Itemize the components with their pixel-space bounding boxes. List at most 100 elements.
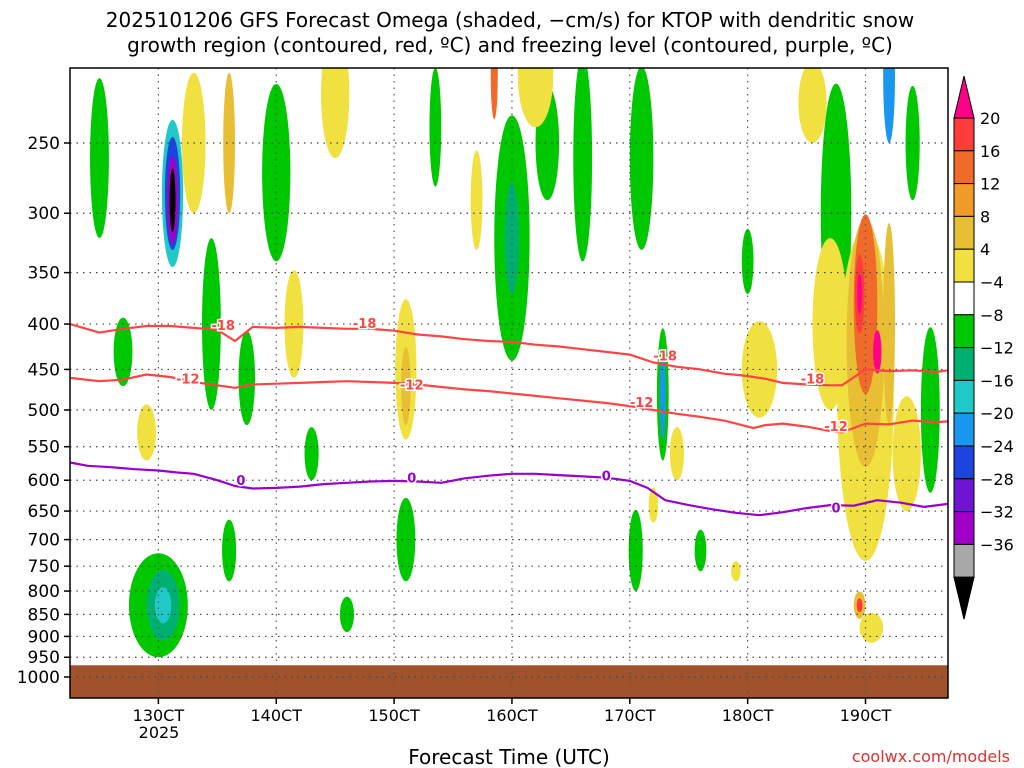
contour-line-1 <box>70 373 948 434</box>
colorbar-label-3: 8 <box>980 207 990 226</box>
colorbar-swatch-14 <box>953 543 975 578</box>
omega-region-14 <box>339 596 355 633</box>
omega-region-26 <box>741 228 754 295</box>
y-tick-label-550: 550 <box>28 438 60 458</box>
omega-region-52 <box>857 273 862 315</box>
colorbar-label-11: −28 <box>980 470 1014 489</box>
contour-label-0-1: -18 <box>353 317 377 332</box>
omega-region-30 <box>920 327 940 493</box>
contour-line-0 <box>70 322 948 387</box>
y-tick-label-300: 300 <box>28 204 60 224</box>
x-tick-label-1: 140CT <box>250 706 302 725</box>
colorbar-label-6: −8 <box>980 306 1004 325</box>
y-tick-label-500: 500 <box>28 401 60 421</box>
omega-region-53 <box>873 330 882 374</box>
colorbar-swatch-11 <box>953 445 975 480</box>
contour-label-2-0: 0 <box>236 474 245 489</box>
omega-region-9 <box>201 238 221 410</box>
y-tick-label-800: 800 <box>28 582 60 602</box>
colorbar-swatch-8 <box>953 347 975 381</box>
x-tick-label-5: 180CT <box>722 706 774 725</box>
x-axis-title: Forecast Time (UTC) <box>408 745 610 768</box>
colorbar-swatch-3 <box>953 183 975 217</box>
x-axis: 130CT 140CT 150CT 160CT 170CT 180CT 190CT <box>133 698 892 725</box>
omega-region-16 <box>429 68 442 187</box>
colorbar-label-8: −16 <box>980 371 1014 390</box>
omega-region-40 <box>517 68 554 128</box>
colorbar-label-10: −24 <box>980 437 1014 456</box>
colorbar: 20 16 12 8 4 −4 −8 −12 −16 −20 −24 −28 −32 −36 <box>953 75 1014 620</box>
omega-region-42 <box>669 427 685 481</box>
colorbar-label-0: 20 <box>980 109 1000 128</box>
omega-region-21 <box>629 68 654 250</box>
omega-region-20 <box>573 68 593 262</box>
omega-region-2 <box>154 587 172 624</box>
contour-lines: -18 -18 -18 -18 -12 -12 -12 -12 0 0 0 0 <box>70 316 948 518</box>
x-tick-label-4: 170CT <box>604 706 656 725</box>
y-tick-label-400: 400 <box>28 315 60 335</box>
colorbar-swatch-2 <box>953 150 975 185</box>
omega-region-55 <box>892 396 921 512</box>
omega-region-35 <box>284 270 304 378</box>
contour-label-2-2: 0 <box>602 470 611 485</box>
y-tick-label-850: 850 <box>28 605 60 625</box>
colorbar-label-9: −20 <box>980 404 1014 423</box>
omega-region-43 <box>648 487 659 523</box>
chart-title-line1: 2025101206 GFS Forecast Omega (shaded, −… <box>106 8 914 32</box>
omega-region-11 <box>238 330 256 426</box>
colorbar-label-2: 12 <box>980 175 1000 194</box>
colorbar-label-4: 4 <box>980 240 990 259</box>
colorbar-swatch-5 <box>953 248 975 283</box>
contour-label-1-2: -12 <box>630 396 654 411</box>
colorbar-label-13: −36 <box>980 535 1014 554</box>
y-tick-label-650: 650 <box>28 502 60 522</box>
y-tick-label-250: 250 <box>28 134 60 154</box>
omega-region-8 <box>113 317 133 387</box>
x-tick-label-3: 160CT <box>486 706 538 725</box>
colorbar-swatch-1 <box>953 117 975 152</box>
ground-surface <box>70 665 948 698</box>
year-label: 2025 <box>139 723 180 742</box>
omega-region-7 <box>90 78 109 239</box>
colorbar-swatch-10 <box>953 412 975 447</box>
colorbar-label-7: −12 <box>980 339 1014 358</box>
y-tick-label-900: 900 <box>28 627 60 647</box>
omega-region-38 <box>401 347 411 426</box>
colorbar-label-12: −32 <box>980 503 1014 522</box>
contour-label-1-3: -12 <box>824 420 848 435</box>
omega-region-58 <box>859 612 884 643</box>
y-tick-label-700: 700 <box>28 531 60 551</box>
omega-region-39 <box>470 150 483 250</box>
colorbar-swatch-13 <box>953 511 975 545</box>
x-tick-label-6: 190CT <box>840 706 892 725</box>
y-tick-label-950: 950 <box>28 648 60 668</box>
omega-region-46 <box>798 68 827 143</box>
colorbar-swatch-9 <box>953 379 975 414</box>
chart-title-line2: growth region (contoured, red, ºC) and f… <box>127 33 893 57</box>
colorbar-arrow-bottom <box>953 576 975 620</box>
omega-region-36 <box>321 68 350 159</box>
colorbar-swatch-6 <box>953 281 975 316</box>
x-tick-label-2: 150CT <box>368 706 420 725</box>
omega-region-24 <box>628 509 643 592</box>
colorbar-swatch-4 <box>953 215 975 250</box>
contour-label-0-0: -18 <box>211 319 235 334</box>
colorbar-swatch-12 <box>953 478 975 513</box>
y-axis: 2503003504004505005506006507007508008509… <box>17 134 70 688</box>
contour-label-2-3: 0 <box>832 501 841 516</box>
omega-region-25 <box>694 529 707 572</box>
omega-region-41 <box>490 68 498 120</box>
colorbar-label-1: 16 <box>980 142 1000 161</box>
colorbar-arrow-top <box>953 75 975 119</box>
omega-region-31 <box>883 68 895 143</box>
colorbar-label-5: −4 <box>980 273 1004 292</box>
contour-line-2 <box>70 461 948 517</box>
omega-region-57 <box>856 598 863 613</box>
y-tick-label-350: 350 <box>28 264 60 284</box>
omega-region-32 <box>137 404 157 461</box>
omega-region-15 <box>396 497 416 582</box>
contour-label-0-2: -18 <box>653 349 677 364</box>
contour-label-0-3: -18 <box>801 373 825 388</box>
plot-frame <box>69 67 949 699</box>
